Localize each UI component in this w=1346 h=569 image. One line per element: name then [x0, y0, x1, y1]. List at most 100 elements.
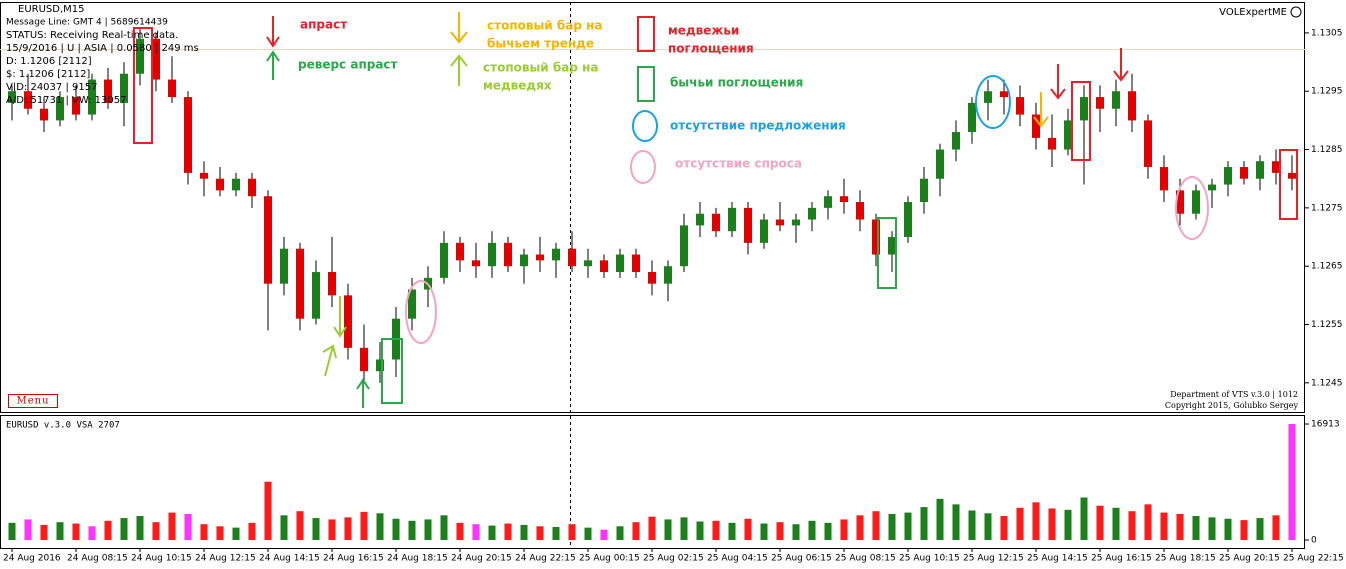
volume-bar [376, 513, 384, 540]
volume-bar [1080, 497, 1088, 540]
bull-engulf-box [877, 217, 897, 289]
volume-bar [664, 519, 672, 540]
legend-box-red [637, 16, 655, 52]
x-tick-label: 25 Aug 20:15 [1219, 554, 1280, 564]
candle-body [376, 359, 384, 372]
candle-body [200, 172, 208, 179]
volume-bar [1016, 507, 1024, 540]
volume-bar [360, 511, 368, 540]
volume-bar [24, 519, 32, 540]
legend-text: бычьи поглощения [670, 76, 803, 90]
candle-body [184, 97, 192, 173]
x-tick-label: 24 Aug 08:15 [67, 554, 128, 564]
volume-bar [408, 520, 416, 540]
candle-body [1112, 91, 1120, 109]
volume-bar [696, 521, 704, 540]
x-tick-label: 25 Aug 14:15 [1027, 554, 1088, 564]
volume-bar [56, 522, 64, 540]
candle-body [1224, 167, 1232, 185]
volume-bar [952, 504, 960, 540]
volume-bar [824, 522, 832, 540]
legend-box-green [637, 66, 655, 102]
x-tick-label: 25 Aug 08:15 [835, 554, 896, 564]
volume-bar [1256, 518, 1264, 540]
y-tick-label: 1.1265 [1311, 262, 1343, 272]
candle-body [568, 248, 576, 267]
volume-bar [184, 513, 192, 540]
volume-bar [776, 522, 784, 540]
volume-bar [1160, 512, 1168, 540]
candle-body [840, 196, 848, 203]
candle-body [232, 178, 240, 191]
candle-body [1192, 190, 1200, 214]
candle-body [1240, 167, 1248, 179]
brand: VOLExpertME [1219, 7, 1287, 18]
candle-body [24, 91, 32, 109]
candle-body [8, 91, 16, 103]
volume-bar [152, 522, 160, 540]
volume-bar [1032, 502, 1040, 540]
x-tick-label: 24 Aug 22:15 [515, 554, 576, 564]
bear-engulf-box [133, 27, 153, 144]
legend-text: стоповый бар на [487, 19, 603, 33]
volume-bar [312, 518, 320, 540]
info-line: D: 1.1206 [2112] [6, 56, 92, 67]
candle-body [936, 149, 944, 179]
candle-body [712, 213, 720, 232]
volume-bar [1224, 518, 1232, 540]
candle-body [872, 219, 880, 255]
volume-bar [600, 529, 608, 540]
volume-bar [1000, 516, 1008, 540]
legend-arrow [266, 50, 280, 80]
y-tick-label: 1.1305 [1311, 28, 1343, 38]
volume-bar [104, 520, 112, 540]
candle-body [632, 254, 640, 273]
menu-button[interactable] [8, 394, 58, 408]
candle-body [1000, 91, 1008, 98]
candle-body [680, 225, 688, 267]
candle-body [1096, 97, 1104, 109]
volume-bar [328, 519, 336, 540]
volume-bar [968, 510, 976, 540]
candle-body [248, 178, 256, 197]
volume-bar [168, 512, 176, 540]
arrow [1113, 48, 1129, 82]
volume-bar [632, 522, 640, 540]
symbol: EURUSD,M15 [18, 4, 84, 15]
candle-body [440, 242, 448, 278]
volume-bar [424, 519, 432, 540]
volume-bar [488, 525, 496, 540]
volume-bar [440, 515, 448, 540]
y-tick-label: 1.1295 [1311, 87, 1343, 97]
candle-body [904, 202, 912, 238]
bull-engulf-box [381, 338, 403, 404]
candle-body [968, 102, 976, 133]
volume-bar [136, 516, 144, 540]
candle-body [696, 213, 704, 226]
legend-text: стоповый бар на [483, 61, 599, 75]
volume-bar [568, 524, 576, 540]
volume-bar [936, 498, 944, 540]
y-tick-label: 0 [1311, 536, 1317, 546]
x-tick-label: 25 Aug 12:15 [963, 554, 1024, 564]
legend-text: отсутствие предложения [670, 119, 846, 133]
legend-text: поглощения [668, 42, 754, 56]
candle-body [40, 108, 48, 121]
volume-bar [40, 524, 48, 540]
candle-body [312, 272, 320, 319]
x-tick-label: 24 Aug 2016 [3, 554, 61, 564]
volume-bar [1176, 513, 1184, 540]
info-line: V|D: 24037 | 9157 [6, 82, 97, 93]
info-line: 15/9/2016 | U | ASIA | 0.0580 | 249 ms [6, 43, 199, 54]
x-tick-label: 24 Aug 16:15 [323, 554, 384, 564]
y-tick-label: 1.1285 [1311, 145, 1343, 155]
menu-label[interactable]: Menu [16, 396, 49, 407]
candle-body [1208, 184, 1216, 191]
y-tick-label: 1.1245 [1311, 378, 1343, 388]
volume-bar [280, 515, 288, 540]
volume-bar [232, 527, 240, 540]
no-supply-circle [975, 75, 1011, 129]
volume-bar [1112, 507, 1120, 540]
annotations [133, 12, 1298, 408]
volume-bar [200, 524, 208, 540]
